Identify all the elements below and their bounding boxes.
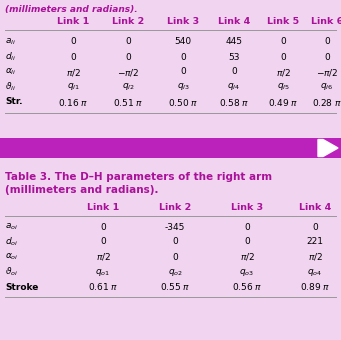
Text: $q_{l6}$: $q_{l6}$ [321, 82, 333, 92]
Text: 0: 0 [70, 52, 76, 62]
Text: (millimeters and radians).: (millimeters and radians). [5, 185, 159, 195]
Text: $-\pi/2$: $-\pi/2$ [117, 67, 139, 78]
Text: 0: 0 [244, 222, 250, 232]
Text: 0: 0 [244, 238, 250, 246]
Text: $d_{oi}$: $d_{oi}$ [5, 236, 18, 248]
Text: 0: 0 [312, 222, 318, 232]
Text: -345: -345 [165, 222, 185, 232]
Text: 0.61 $\pi$: 0.61 $\pi$ [88, 282, 118, 292]
Text: 0: 0 [100, 238, 106, 246]
FancyArrow shape [318, 139, 338, 156]
Text: $q_{l4}$: $q_{l4}$ [227, 82, 240, 92]
Text: $q_{o3}$: $q_{o3}$ [239, 267, 254, 277]
Text: 0: 0 [172, 253, 178, 261]
Text: Link 1: Link 1 [87, 203, 119, 211]
Text: 0: 0 [280, 37, 286, 47]
Text: $q_{o1}$: $q_{o1}$ [95, 267, 110, 277]
Text: $q_{o4}$: $q_{o4}$ [307, 267, 323, 277]
Text: $\vartheta_{li}$: $\vartheta_{li}$ [5, 81, 16, 93]
Text: 0.49 $\pi$: 0.49 $\pi$ [268, 97, 298, 107]
Text: 0: 0 [172, 238, 178, 246]
Text: 0: 0 [231, 68, 237, 76]
Text: $\pi/2$: $\pi/2$ [240, 252, 254, 262]
Text: 540: 540 [175, 37, 192, 47]
Text: 0: 0 [324, 52, 330, 62]
Text: $\pi/2$: $\pi/2$ [308, 252, 323, 262]
Text: 0: 0 [70, 37, 76, 47]
Text: $q_{l2}$: $q_{l2}$ [121, 82, 134, 92]
Text: 0.16 $\pi$: 0.16 $\pi$ [58, 97, 88, 107]
Text: $d_{li}$: $d_{li}$ [5, 51, 16, 63]
Text: 0.51 $\pi$: 0.51 $\pi$ [113, 97, 143, 107]
Text: $\alpha_{li}$: $\alpha_{li}$ [5, 67, 16, 77]
Text: 0.55 $\pi$: 0.55 $\pi$ [160, 282, 190, 292]
Text: $q_{o2}$: $q_{o2}$ [167, 267, 182, 277]
Text: 0: 0 [125, 52, 131, 62]
Text: 0: 0 [280, 52, 286, 62]
Text: Link 5: Link 5 [267, 17, 299, 27]
Text: Link 2: Link 2 [112, 17, 144, 27]
Text: 0.89 $\pi$: 0.89 $\pi$ [300, 282, 330, 292]
Text: $a_{li}$: $a_{li}$ [5, 37, 16, 47]
Text: $a_{oi}$: $a_{oi}$ [5, 222, 18, 232]
Text: $q_{l1}$: $q_{l1}$ [66, 82, 79, 92]
Text: 0.28 $\pi$: 0.28 $\pi$ [312, 97, 341, 107]
Text: Link 2: Link 2 [159, 203, 191, 211]
Text: 0: 0 [125, 37, 131, 47]
Text: $q_{l5}$: $q_{l5}$ [277, 82, 290, 92]
Text: $q_{l3}$: $q_{l3}$ [177, 82, 190, 92]
Text: Link 3: Link 3 [167, 17, 199, 27]
Text: Table 3. The D–H parameters of the right arm: Table 3. The D–H parameters of the right… [5, 172, 272, 182]
Text: $\pi/2$: $\pi/2$ [276, 67, 291, 78]
Text: 53: 53 [228, 52, 240, 62]
Text: 0.58 $\pi$: 0.58 $\pi$ [219, 97, 249, 107]
Text: $\vartheta_{oi}$: $\vartheta_{oi}$ [5, 266, 18, 278]
Text: 0.56 $\pi$: 0.56 $\pi$ [232, 282, 262, 292]
Text: $\pi/2$: $\pi/2$ [95, 252, 110, 262]
Text: 221: 221 [307, 238, 324, 246]
Text: 0: 0 [324, 37, 330, 47]
Bar [0, 138, 341, 158]
Text: $\alpha_{oi}$: $\alpha_{oi}$ [5, 252, 18, 262]
Text: Link 4: Link 4 [218, 17, 250, 27]
Text: $-\pi/2$: $-\pi/2$ [316, 67, 338, 78]
Text: Stroke: Stroke [5, 283, 39, 291]
Text: 0: 0 [180, 68, 186, 76]
Text: 0: 0 [180, 52, 186, 62]
Text: $\pi/2$: $\pi/2$ [65, 67, 80, 78]
Text: Str.: Str. [5, 98, 23, 106]
Text: Link 3: Link 3 [231, 203, 263, 211]
Text: Link 1: Link 1 [57, 17, 89, 27]
Text: 0: 0 [100, 222, 106, 232]
Text: (millimeters and radians).: (millimeters and radians). [5, 5, 138, 14]
Text: 0.50 $\pi$: 0.50 $\pi$ [168, 97, 198, 107]
Text: 445: 445 [225, 37, 242, 47]
Text: Link 6: Link 6 [311, 17, 341, 27]
Text: Link 4: Link 4 [299, 203, 331, 211]
